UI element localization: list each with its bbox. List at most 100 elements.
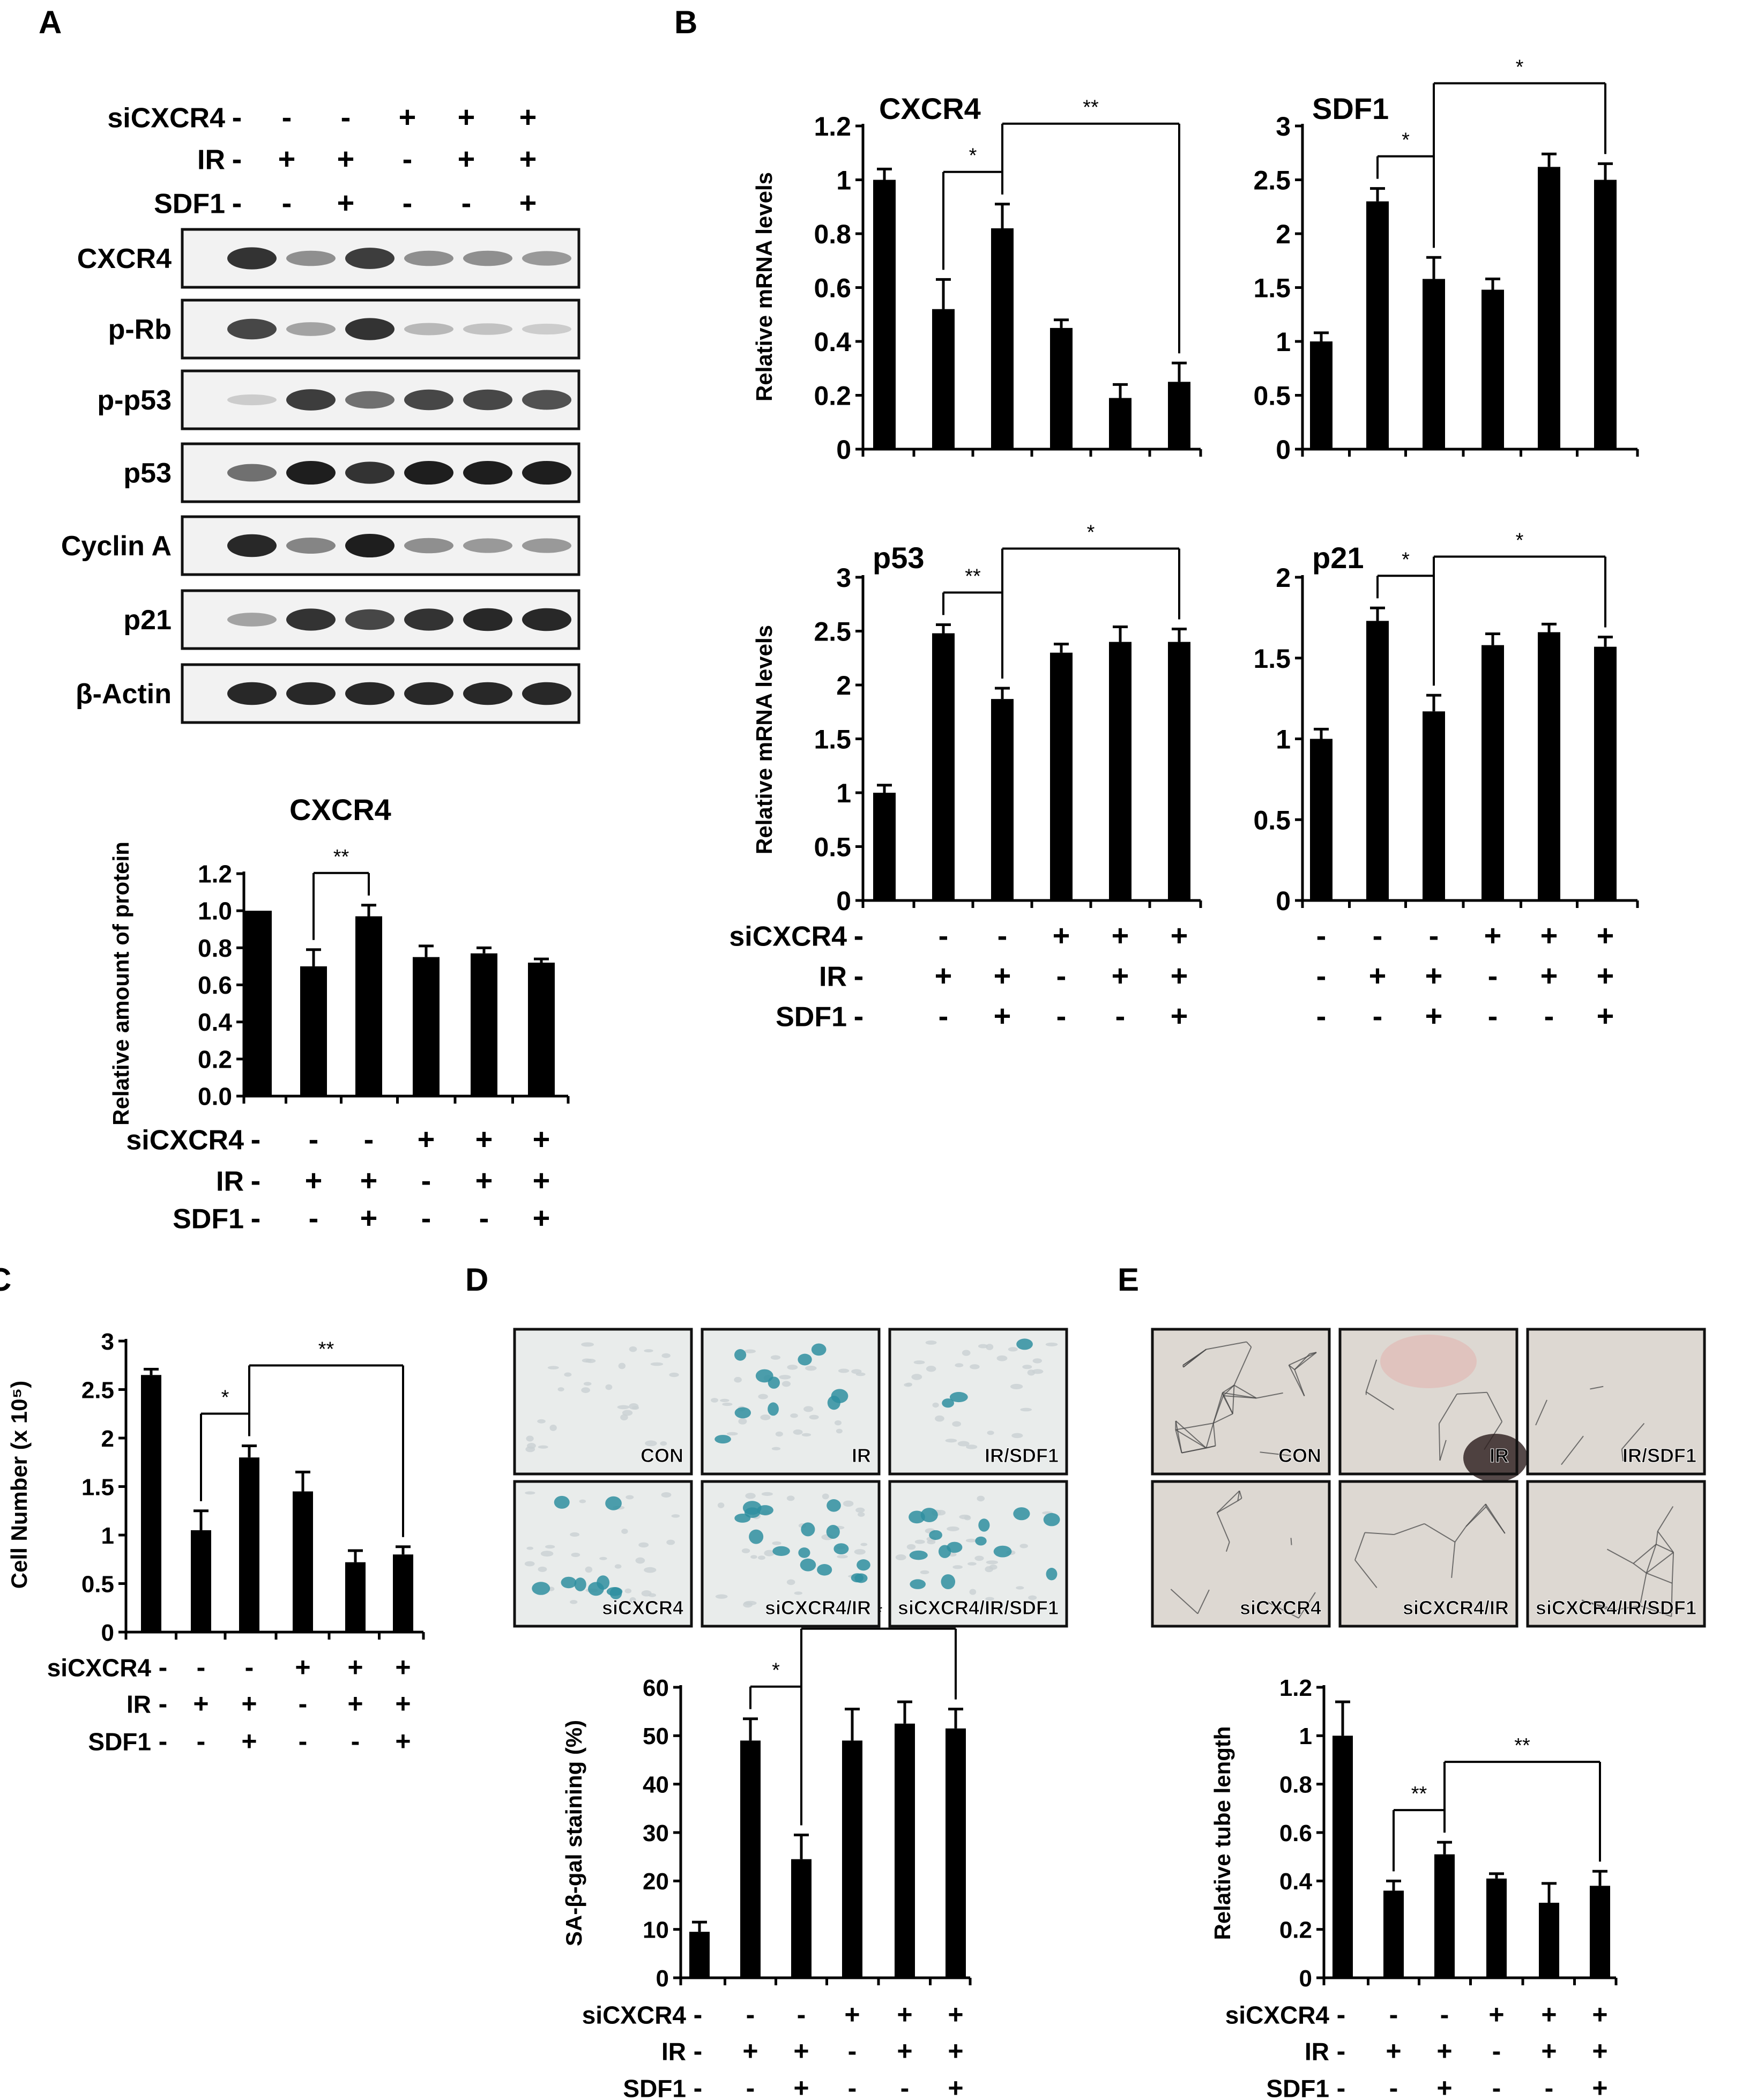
tube-segment	[1394, 1523, 1425, 1535]
y-axis-label: Relative tube length	[1210, 1726, 1235, 1940]
cell	[638, 1542, 649, 1548]
condition-sign: -	[848, 2036, 857, 2066]
stained-cell	[605, 1496, 622, 1510]
condition-sign: -	[282, 100, 292, 134]
blot-band	[463, 608, 512, 631]
condition-sign: -	[197, 1652, 206, 1682]
condition-sign: -	[1389, 2073, 1398, 2100]
bar	[300, 966, 327, 1096]
condition-sign: -	[299, 1689, 308, 1719]
condition-sign: +	[458, 142, 475, 176]
bar	[1482, 289, 1504, 449]
micrograph-frame	[1526, 1480, 1706, 1628]
blot-band	[463, 461, 512, 485]
blot-band	[463, 389, 512, 411]
cell	[537, 1419, 546, 1424]
blot-band	[404, 250, 453, 266]
condition-sign: +	[1592, 2000, 1607, 2030]
cell	[772, 1541, 781, 1545]
tube-segment	[1671, 1552, 1674, 1583]
cell	[1008, 1347, 1018, 1352]
cell	[741, 1548, 750, 1554]
tube-segment	[1212, 1423, 1216, 1446]
bar	[791, 1859, 812, 1978]
cell	[585, 1359, 596, 1364]
y-tick-label: 3	[836, 563, 851, 593]
condition-sign: +	[458, 100, 475, 134]
condition-sign: +	[533, 1122, 550, 1156]
condition-sign: +	[948, 2036, 963, 2066]
cell	[977, 1495, 985, 1502]
condition-sign: +	[1171, 919, 1188, 952]
tube-segment	[1216, 1513, 1230, 1543]
cell	[952, 1421, 962, 1427]
condition-label: SDF1	[623, 2075, 686, 2100]
cell	[547, 1366, 559, 1369]
condition-sign: +	[395, 1652, 411, 1682]
micrograph-frame	[701, 1480, 881, 1628]
cell	[1028, 1595, 1037, 1600]
condition-sign: +	[793, 2036, 809, 2066]
sig-label: *	[221, 1386, 229, 1409]
blot-band	[345, 609, 394, 630]
cell	[986, 1344, 994, 1350]
sig-label: **	[1411, 1783, 1427, 1805]
cell	[650, 1362, 664, 1366]
cell	[986, 1560, 999, 1565]
tube-segment	[1222, 1392, 1233, 1414]
condition-sign: +	[418, 1122, 435, 1156]
condition-sign: +	[1436, 2036, 1452, 2066]
y-tick-label: 0	[1276, 435, 1291, 465]
cell	[895, 1554, 906, 1561]
cell	[927, 1539, 936, 1545]
cell	[525, 1491, 535, 1495]
tube-formation-image: CON	[1151, 1328, 1331, 1476]
cell	[959, 1514, 971, 1520]
tube-segment	[1239, 1491, 1242, 1499]
bar	[1423, 711, 1445, 900]
cell	[996, 1355, 1008, 1361]
bar	[413, 957, 440, 1096]
blot-band	[345, 534, 394, 557]
cell	[838, 1368, 850, 1373]
condition-sign: -	[1492, 2073, 1501, 2100]
tube-segment	[1590, 1386, 1604, 1390]
blot-band	[522, 682, 571, 705]
cell	[726, 1432, 738, 1436]
blot-band	[227, 318, 277, 340]
cell	[801, 1433, 812, 1437]
tube-segment	[1232, 1385, 1235, 1414]
tube-segment	[1671, 1583, 1673, 1617]
condition-label: SDF1	[776, 1002, 847, 1033]
blot-band	[522, 538, 571, 553]
condition-sign: +	[1541, 2000, 1557, 2030]
tube-segment	[1657, 1506, 1674, 1532]
y-tick-label: 0.6	[1279, 1820, 1312, 1846]
cell	[843, 1500, 854, 1507]
blot-band	[463, 682, 512, 705]
micrograph-frame	[1338, 1480, 1518, 1628]
bar	[932, 309, 955, 449]
bar	[932, 633, 955, 900]
bar	[528, 963, 555, 1096]
cell	[645, 1440, 657, 1447]
blot-band	[227, 534, 277, 557]
condition-label: SDF1	[173, 1204, 244, 1235]
condition-sign: +	[533, 1164, 550, 1197]
condition-sign: -	[403, 142, 413, 176]
y-tick-label: 2	[1276, 219, 1291, 249]
cell	[781, 1381, 791, 1387]
micrograph-background	[890, 1329, 1067, 1474]
stained-cell	[532, 1582, 550, 1595]
cell	[764, 1550, 775, 1557]
tube-segment	[1222, 1384, 1235, 1394]
micrograph-label: siCXCR4/IR	[765, 1597, 871, 1619]
condition-sign: +	[948, 2000, 963, 2030]
cell	[757, 1555, 765, 1560]
micrograph-frame	[888, 1328, 1068, 1476]
stained-cell	[609, 1587, 622, 1599]
cell	[669, 1372, 679, 1377]
tube-segment	[1438, 1424, 1441, 1461]
cell	[743, 1602, 753, 1608]
cell	[1016, 1586, 1024, 1590]
